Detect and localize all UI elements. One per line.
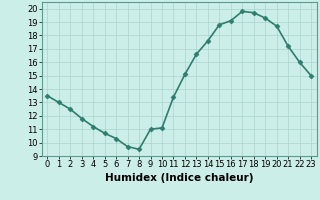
X-axis label: Humidex (Indice chaleur): Humidex (Indice chaleur): [105, 173, 253, 183]
